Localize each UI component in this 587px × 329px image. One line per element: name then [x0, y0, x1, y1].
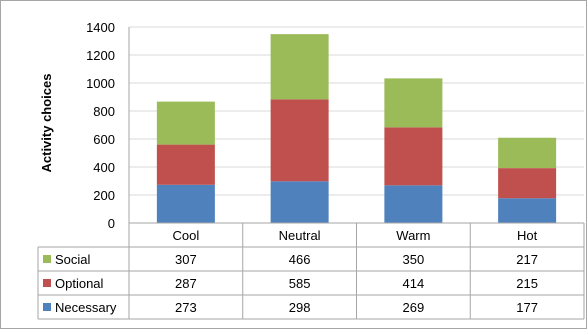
table-value: 177 [516, 300, 538, 315]
legend-label: Social [55, 252, 91, 267]
table-value: 414 [403, 276, 425, 291]
y-tick-label: 1000 [86, 76, 115, 91]
bar-segment-necessary [156, 184, 215, 223]
y-tick-label: 0 [108, 216, 115, 231]
table-value: 217 [516, 252, 538, 267]
bars [156, 34, 557, 223]
category-label: Hot [517, 228, 538, 243]
legend-key-social [43, 255, 51, 263]
table-value: 307 [175, 252, 197, 267]
bar-segment-necessary [270, 181, 329, 223]
table-value: 215 [516, 276, 538, 291]
table-value: 585 [289, 276, 311, 291]
bar-segment-social [498, 137, 557, 169]
table-value: 269 [403, 300, 425, 315]
data-table: Cool Neutral Warm Hot Social 307 466 350 217 Opti… [37, 222, 585, 320]
y-axis-label: Activity choices [39, 74, 54, 173]
y-axis-ticks: 0 200 400 600 800 1000 1200 1400 [86, 20, 115, 231]
y-tick-label: 200 [93, 188, 115, 203]
table-value: 287 [175, 276, 197, 291]
legend-key-necessary [43, 303, 51, 311]
table-value: 298 [289, 300, 311, 315]
bar-segment-social [384, 78, 443, 128]
table-value: 273 [175, 300, 197, 315]
bar-segment-necessary [384, 185, 443, 223]
y-tick-label: 400 [93, 160, 115, 175]
legend-label: Optional [55, 276, 104, 291]
y-tick-label: 1400 [86, 20, 115, 35]
bar-segment-optional [498, 168, 557, 199]
bar-segment-social [270, 34, 329, 100]
category-label: Cool [173, 228, 200, 243]
legend-label: Necessary [55, 300, 117, 315]
table-value: 350 [403, 252, 425, 267]
bar-segment-necessary [498, 198, 557, 223]
table-value: 466 [289, 252, 311, 267]
y-tick-label: 800 [93, 104, 115, 119]
bar-segment-optional [156, 144, 215, 185]
y-tick-label: 1200 [86, 48, 115, 63]
bar-segment-optional [384, 127, 443, 186]
y-tick-label: 600 [93, 132, 115, 147]
category-label: Warm [396, 228, 430, 243]
bar-segment-optional [270, 99, 329, 182]
bar-segment-social [156, 101, 215, 145]
legend-key-optional [43, 279, 51, 287]
category-label: Neutral [279, 228, 321, 243]
